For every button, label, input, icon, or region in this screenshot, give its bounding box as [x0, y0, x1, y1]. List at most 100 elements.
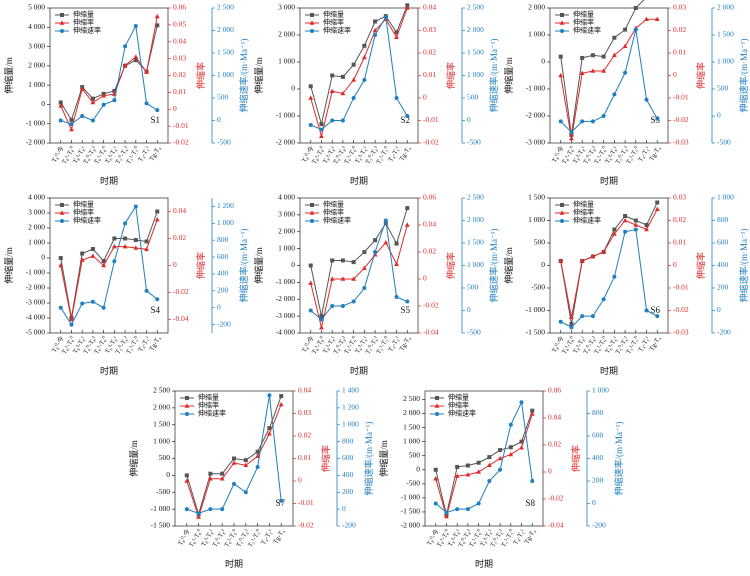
y3-tick-label: 500 — [467, 283, 479, 292]
y-tick-label: -1 000 — [276, 111, 296, 120]
point — [644, 226, 649, 232]
point — [60, 13, 64, 17]
y2-tick-label: -0.04 — [548, 521, 564, 530]
y-tick-label: -4 000 — [26, 313, 46, 322]
point — [144, 239, 149, 244]
point — [232, 481, 236, 486]
y2-axis-title: 伸缩率 — [195, 62, 206, 89]
y3-tick-label: 200 — [592, 476, 604, 485]
y-tick-label: 2 500 — [403, 394, 420, 403]
station-label: S4 — [150, 305, 160, 315]
point — [101, 305, 106, 310]
point — [611, 231, 617, 236]
point — [580, 55, 585, 60]
y3-tick-label: 800 — [342, 436, 354, 445]
point — [560, 29, 564, 33]
legend-label: 伸缩量 — [573, 200, 594, 209]
y-tick-label: 2 000 — [278, 226, 295, 235]
point — [601, 249, 607, 254]
point — [558, 119, 563, 124]
y-tick-label: -1 500 — [401, 507, 421, 516]
point — [569, 135, 574, 141]
point — [569, 325, 574, 330]
y3-tick-label: 1 000 — [342, 419, 359, 428]
y3-tick-label: 2 000 — [467, 215, 484, 224]
point — [155, 297, 160, 302]
y-tick-label: -1 000 — [26, 118, 46, 127]
y-tick-label: 2 500 — [153, 386, 170, 395]
point — [579, 70, 585, 76]
point — [319, 317, 324, 322]
y-tick-label: 1 000 — [153, 436, 170, 445]
point — [611, 52, 617, 58]
point — [655, 314, 660, 319]
y-axis-title: 伸缩量/m — [253, 57, 264, 94]
y2-tick-label: 0 — [423, 274, 427, 283]
y2-tick-label: 0.03 — [173, 53, 186, 62]
legend-label: 伸缩速率 — [573, 216, 601, 225]
x-tick-label: Tg-T₄ — [398, 145, 412, 163]
y2-tick-label: -0.01 — [673, 93, 689, 102]
legend-label: 伸缩量 — [73, 10, 94, 19]
y-tick-label: 1 500 — [403, 422, 420, 431]
y2-tick-label: 0 — [673, 260, 677, 269]
y2-axis-title: 伸缩率 — [445, 62, 456, 89]
y3-tick-label: 0 — [592, 498, 596, 507]
point — [60, 219, 64, 223]
point — [351, 299, 356, 304]
point — [633, 227, 638, 232]
y2-tick-label: 0.01 — [423, 70, 436, 79]
y3-tick-label: 2 000 — [217, 25, 234, 34]
point — [133, 245, 139, 250]
point — [465, 472, 471, 477]
y2-tick-label: -0.02 — [548, 494, 564, 503]
y-tick-label: 0 — [41, 99, 45, 108]
point — [434, 403, 440, 408]
y-tick-label: 0 — [166, 470, 170, 479]
series-line — [310, 7, 408, 139]
y2-tick-label: 0.04 — [173, 206, 186, 215]
point — [351, 276, 357, 281]
point — [208, 471, 213, 476]
legend-label: 伸缩速率 — [73, 216, 101, 225]
chart-panel: -2 000 -1 500 -1 000 -500 0 500 1 000 1 500 2 00… — [378, 386, 624, 569]
y3-tick-label: 0 — [217, 115, 221, 124]
legend-label: 伸缩率 — [73, 18, 94, 27]
point — [590, 68, 596, 73]
point — [519, 400, 524, 405]
y2-tick-label: 0.03 — [298, 408, 311, 417]
y-tick-label: 0 — [291, 260, 295, 269]
y-tick-label: -500 — [156, 487, 170, 496]
point — [580, 119, 585, 124]
point — [633, 222, 639, 227]
station-label: S8 — [525, 498, 535, 508]
point — [58, 103, 64, 108]
point — [612, 35, 617, 40]
series-line — [60, 219, 158, 320]
y2-tick-label: 0 — [548, 467, 552, 476]
x-axis-title: 时期 — [475, 558, 493, 569]
y3-axis-title: 伸缩速率/(m·Ma⁻¹) — [363, 422, 374, 496]
point — [654, 16, 660, 22]
point — [90, 253, 96, 258]
y2-tick-label: -0.02 — [298, 521, 314, 530]
point — [644, 16, 649, 22]
y-tick-label: -500 — [531, 283, 545, 292]
y2-tick-label: -0.04 — [423, 328, 439, 337]
y3-tick-label: 1 200 — [217, 201, 234, 210]
y3-tick-label: 1 000 — [217, 70, 234, 79]
point — [69, 122, 74, 127]
point — [590, 119, 595, 124]
y-tick-label: 1 000 — [278, 243, 295, 252]
point — [196, 511, 201, 516]
y2-tick-label: -0.02 — [673, 305, 689, 314]
y3-axis-title: 伸缩速率/(m·Ma⁻¹) — [738, 39, 749, 113]
legend-label: 伸缩速率 — [573, 26, 601, 35]
point — [394, 241, 399, 246]
y-tick-label: 0 — [291, 84, 295, 93]
point — [590, 314, 595, 319]
y3-tick-label: 200 — [342, 487, 354, 496]
point — [601, 297, 606, 302]
station-label: S3 — [650, 115, 660, 125]
y2-tick-label: 0.02 — [173, 70, 186, 79]
